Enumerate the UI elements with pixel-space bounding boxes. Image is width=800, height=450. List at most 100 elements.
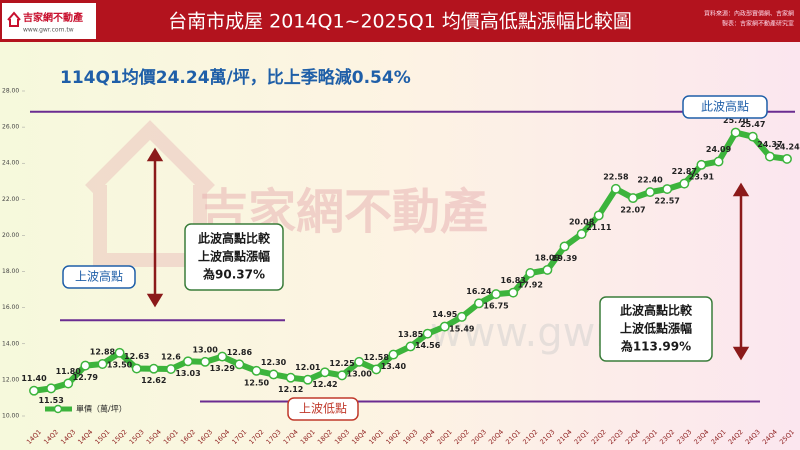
x-tick-label: 20Q1 bbox=[436, 428, 454, 446]
data-label: 22.07 bbox=[620, 206, 645, 215]
x-tick-label: 20Q2 bbox=[453, 428, 471, 446]
data-label: 12.62 bbox=[141, 376, 166, 385]
annotation-text: 上波低點 bbox=[299, 402, 347, 416]
data-point bbox=[183, 356, 193, 367]
data-label: 23.91 bbox=[689, 172, 715, 181]
annotation-text: 此波高點比較 bbox=[198, 231, 271, 246]
data-point bbox=[131, 363, 142, 374]
data-label: 16.75 bbox=[483, 302, 509, 311]
data-label: 14.95 bbox=[432, 310, 458, 319]
data-point bbox=[29, 385, 39, 396]
data-point bbox=[200, 356, 211, 367]
data-label: 24.09 bbox=[706, 145, 732, 154]
data-point bbox=[354, 356, 365, 367]
data-point bbox=[63, 378, 74, 389]
data-label: 16.24 bbox=[466, 287, 492, 296]
data-point bbox=[542, 264, 553, 275]
annotation-text: 上波高點漲幅 bbox=[198, 249, 270, 264]
x-tick-label: 21Q4 bbox=[555, 428, 573, 446]
data-point bbox=[285, 372, 296, 383]
data-label: 12.79 bbox=[73, 373, 99, 382]
x-tick-label: 15Q1 bbox=[93, 428, 111, 446]
x-tick-label: 16Q2 bbox=[179, 428, 197, 446]
x-tick-label: 23Q2 bbox=[658, 428, 676, 446]
data-label: 13.40 bbox=[381, 362, 407, 371]
data-point bbox=[628, 193, 638, 204]
x-tick-label: 22Q1 bbox=[573, 428, 591, 446]
data-point bbox=[217, 351, 228, 362]
data-label: 11.80 bbox=[56, 367, 82, 376]
x-tick-label: 24Q4 bbox=[761, 428, 779, 446]
x-tick-label: 24Q3 bbox=[744, 428, 762, 446]
x-tick-label: 15Q2 bbox=[111, 428, 129, 446]
x-tick-label: 23Q1 bbox=[641, 428, 659, 446]
data-label: 15.49 bbox=[449, 324, 475, 333]
data-label: 13.03 bbox=[175, 369, 200, 378]
data-label: 25.70 bbox=[723, 116, 749, 125]
data-point bbox=[46, 383, 57, 394]
data-label: 19.39 bbox=[552, 254, 578, 263]
annotation-text: 為90.37% bbox=[203, 267, 265, 282]
x-tick-label: 21Q2 bbox=[521, 428, 539, 446]
data-point bbox=[456, 311, 467, 322]
data-label: 17.92 bbox=[518, 281, 543, 290]
data-label: 24.24 bbox=[774, 142, 800, 151]
data-label: 24.37 bbox=[757, 140, 782, 149]
data-label: 14.56 bbox=[415, 341, 441, 350]
data-point bbox=[371, 364, 382, 375]
x-tick-label: 17Q2 bbox=[247, 428, 265, 446]
data-point bbox=[234, 359, 245, 370]
annotation-box bbox=[287, 397, 359, 421]
data-label: 18.09 bbox=[535, 253, 561, 262]
data-label: 22.40 bbox=[637, 176, 663, 185]
x-tick-label: 18Q4 bbox=[350, 428, 368, 446]
x-tick-label: 24Q1 bbox=[710, 428, 728, 446]
x-tick-label: 14Q4 bbox=[76, 428, 94, 446]
x-tick-label: 17Q3 bbox=[265, 428, 283, 446]
y-tick-label: 10.00 bbox=[2, 413, 19, 420]
data-point bbox=[165, 364, 176, 375]
data-point bbox=[474, 298, 484, 309]
data-point bbox=[593, 210, 604, 221]
data-point bbox=[422, 328, 433, 339]
data-label: 22.58 bbox=[603, 172, 629, 181]
x-tick-label: 23Q3 bbox=[675, 428, 693, 446]
x-tick-label: 22Q4 bbox=[624, 428, 642, 446]
data-point bbox=[713, 156, 724, 167]
data-label: 12.42 bbox=[312, 380, 337, 389]
annotation-box bbox=[62, 265, 136, 289]
data-point bbox=[97, 359, 108, 369]
legend-label: 單價（萬/坪） bbox=[76, 404, 127, 414]
logo-url: www.gwr.com.tw bbox=[23, 27, 74, 34]
data-label: 13.00 bbox=[347, 369, 373, 378]
y-tick-label: 22.00 bbox=[2, 196, 19, 203]
data-point bbox=[405, 341, 416, 352]
annotation-text: 此波高點比較 bbox=[620, 303, 693, 318]
source-note: 資料來源：內政部實價網、吉家網 bbox=[704, 10, 794, 18]
data-point bbox=[696, 159, 707, 170]
chart-subtitle: 114Q1均價24.24萬/坪，比上季略減0.54% bbox=[60, 67, 411, 88]
annotation-text: 此波高點 bbox=[701, 99, 749, 114]
annotation-box bbox=[599, 296, 713, 362]
data-point bbox=[491, 289, 502, 300]
x-tick-label: 18Q1 bbox=[299, 428, 317, 446]
data-label: 12.12 bbox=[278, 385, 303, 394]
data-point bbox=[268, 369, 279, 380]
y-tick-label: 24.00 bbox=[2, 160, 19, 167]
legend-marker bbox=[53, 404, 63, 414]
x-tick-label: 23Q4 bbox=[692, 428, 710, 446]
annotation-text: 上波低點漲幅 bbox=[620, 321, 692, 336]
y-tick-label: 28.00 bbox=[2, 88, 19, 95]
data-label: 12.30 bbox=[261, 358, 287, 367]
data-point bbox=[80, 360, 91, 371]
data-label: 12.58 bbox=[364, 353, 390, 362]
data-point bbox=[730, 127, 741, 138]
data-point bbox=[302, 374, 313, 385]
x-tick-label: 20Q4 bbox=[487, 428, 505, 446]
data-point bbox=[782, 153, 792, 164]
y-tick-label: 18.00 bbox=[2, 268, 19, 275]
data-point bbox=[679, 178, 690, 189]
header-bar bbox=[0, 0, 800, 42]
annotation-text: 為113.99% bbox=[621, 339, 691, 354]
